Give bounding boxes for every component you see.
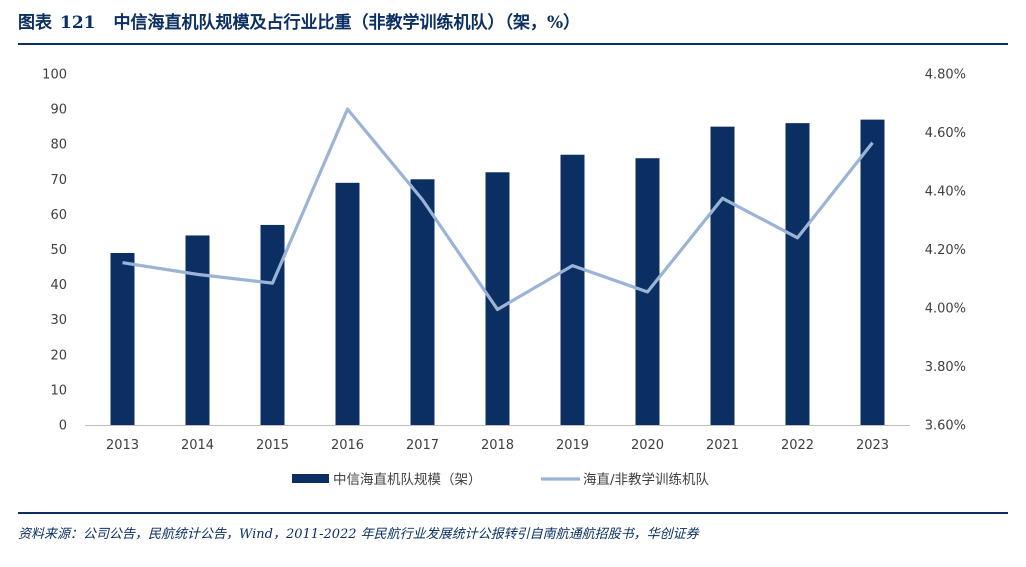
right-tick-label: 3.60% — [925, 419, 966, 434]
bottom-rule — [18, 512, 1008, 514]
left-tick-label: 100 — [42, 68, 67, 83]
left-tick-label: 90 — [50, 103, 67, 118]
x-tick-label: 2013 — [106, 438, 139, 453]
x-tick-label: 2017 — [406, 438, 439, 453]
top-rule — [18, 43, 1008, 45]
source-note: 资料来源：公司公告，民航统计公告，Wind，2011-2022 年民航行业发展统… — [18, 527, 699, 542]
left-tick-label: 70 — [50, 173, 67, 188]
left-tick-label: 40 — [50, 278, 67, 293]
combo-chart: 0 10 20 30 40 50 60 70 80 90 100 3.60% 3.80% 4.00% 4.… — [42, 68, 966, 489]
left-tick-label: 0 — [59, 419, 67, 434]
left-tick-label: 60 — [50, 208, 67, 223]
line-series — [122, 107, 874, 312]
left-tick-label: 50 — [50, 243, 67, 258]
right-tick-label: 4.40% — [925, 185, 966, 200]
right-tick-label: 4.20% — [925, 243, 966, 258]
bar-2022 — [785, 123, 810, 425]
left-axis: 0 10 20 30 40 50 60 70 80 90 100 — [42, 68, 67, 434]
left-tick-label: 10 — [50, 383, 67, 398]
x-tick-label: 2015 — [256, 438, 289, 453]
x-tick-label: 2022 — [781, 438, 814, 453]
x-tick-label: 2023 — [856, 438, 889, 453]
x-tick-label: 2014 — [181, 438, 214, 453]
right-tick-label: 4.00% — [925, 302, 966, 317]
x-tick-label: 2016 — [331, 438, 364, 453]
bar-2014 — [185, 235, 210, 425]
figure-number: 121 — [60, 13, 96, 33]
legend-bar-label: 中信海直机队规模（架） — [333, 472, 482, 488]
left-tick-label: 20 — [50, 348, 67, 363]
legend-line-label: 海直/非教学训练机队 — [583, 472, 710, 488]
bar-2015 — [260, 224, 285, 425]
left-tick-label: 30 — [50, 313, 67, 328]
x-tick-label: 2020 — [631, 438, 664, 453]
legend-bar-swatch — [292, 474, 329, 483]
bar-2013 — [110, 253, 135, 425]
figure-title-text: 中信海直机队规模及占行业比重（非教学训练机队）（架，%） — [113, 13, 581, 33]
right-tick-label: 4.60% — [925, 126, 966, 141]
x-tick-label: 2021 — [706, 438, 739, 453]
bar-series — [110, 119, 885, 426]
right-tick-label: 4.80% — [925, 68, 966, 83]
x-tick-label: 2019 — [556, 438, 589, 453]
right-tick-label: 3.80% — [925, 360, 966, 375]
left-tick-label: 80 — [50, 138, 67, 153]
x-tick-label: 2018 — [481, 438, 514, 453]
x-axis: 2013 2014 2015 2016 2017 2018 2019 2020 2021 2022… — [106, 438, 889, 453]
bar-2017 — [410, 179, 435, 425]
legend: 中信海直机队规模（架） 海直/非教学训练机队 — [292, 472, 710, 488]
bar-2021 — [710, 126, 735, 426]
bar-2019 — [560, 154, 585, 426]
bar-2023 — [860, 119, 885, 425]
figure-label: 图表 — [18, 13, 52, 33]
bar-2016 — [335, 182, 360, 425]
right-axis: 3.60% 3.80% 4.00% 4.20% 4.40% 4.60% 4.80% — [925, 68, 966, 434]
figure-title: 图表 121 中信海直机队规模及占行业比重（非教学训练机队）（架，%） — [18, 8, 580, 33]
